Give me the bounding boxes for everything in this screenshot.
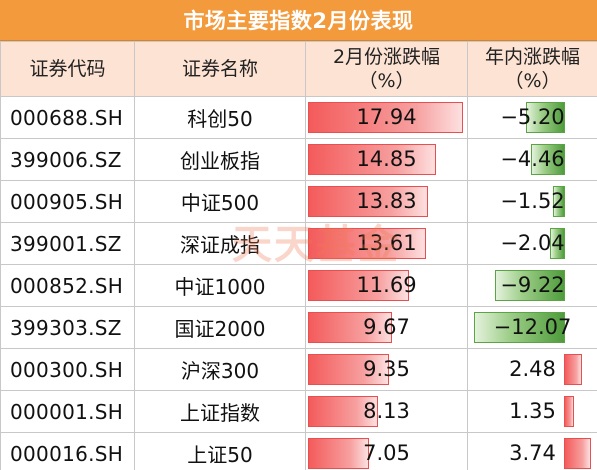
cell-ytd-change: −5.20 (467, 96, 597, 139)
feb-change-value: 8.13 (363, 399, 410, 423)
table-row: 000905.SH 中证500 13.83 −1.52 (0, 180, 597, 223)
cell-code: 000016.SH (0, 432, 135, 470)
feb-change-value: 13.83 (356, 189, 417, 213)
ytd-change-value: −1.52 (500, 189, 565, 213)
ytd-change-bar (564, 354, 582, 385)
table-title: 市场主要指数2月份表现 (0, 0, 597, 41)
feb-change-value: 7.05 (363, 441, 410, 465)
cell-feb-change: 17.94 (305, 96, 468, 139)
feb-change-bar (308, 396, 378, 427)
feb-change-value: 17.94 (356, 105, 417, 129)
index-table: 证券代码 证券名称 2月份涨跌幅 （%） 年内涨跌幅 （%） 000688.SH… (0, 41, 597, 470)
cell-name: 创业板指 (134, 138, 306, 181)
cell-name: 深证成指 (134, 222, 306, 265)
feb-change-bar (308, 186, 428, 217)
cell-feb-change: 8.13 (305, 390, 468, 433)
cell-code: 000001.SH (0, 390, 135, 433)
cell-feb-change: 13.61 (305, 222, 468, 265)
cell-name: 中证500 (134, 180, 306, 223)
cell-feb-change: 9.67 (305, 306, 468, 349)
table-row: 000001.SH 上证指数 8.13 1.35 (0, 390, 597, 433)
feb-change-value: 13.61 (356, 231, 417, 255)
cell-code: 000905.SH (0, 180, 135, 223)
ytd-change-value: −9.22 (500, 273, 565, 297)
cell-ytd-change: 2.48 (467, 348, 597, 391)
table-row: 000300.SH 沪深300 9.35 2.48 (0, 348, 597, 391)
cell-feb-change: 13.83 (305, 180, 468, 223)
cell-code: 000300.SH (0, 348, 135, 391)
cell-ytd-change: −1.52 (467, 180, 597, 223)
table-row: 399006.SZ 创业板指 14.85 −4.46 (0, 138, 597, 181)
ytd-change-value: 3.74 (509, 441, 556, 465)
cell-feb-change: 7.05 (305, 432, 468, 470)
feb-change-value: 9.35 (363, 357, 410, 381)
cell-code: 399303.SZ (0, 306, 135, 349)
table-row: 000016.SH 上证50 7.05 3.74 (0, 432, 597, 470)
table-row: 399001.SZ 深证成指 13.61 −2.04 (0, 222, 597, 265)
ytd-change-bar (495, 270, 565, 301)
header-feb-line2: （%） (358, 70, 415, 92)
header-ytd-line1: 年内涨跌幅 (484, 46, 580, 68)
cell-ytd-change: 1.35 (467, 390, 597, 433)
table-row: 000852.SH 中证1000 11.69 −9.22 (0, 264, 597, 307)
feb-change-bar (308, 102, 463, 133)
header-ytd-change: 年内涨跌幅 （%） (467, 41, 597, 97)
cell-code: 000688.SH (0, 96, 135, 139)
ytd-change-bar (550, 228, 565, 259)
ytd-change-value: −2.04 (500, 231, 565, 255)
cell-name: 科创50 (134, 96, 306, 139)
header-feb-change: 2月份涨跌幅 （%） (305, 41, 468, 97)
cell-ytd-change: −4.46 (467, 138, 597, 181)
table-body: 000688.SH 科创50 17.94 −5.20 399006.SZ 创业板指 14.8… (0, 96, 597, 470)
cell-name: 中证1000 (134, 264, 306, 307)
table-row: 000688.SH 科创50 17.94 −5.20 (0, 96, 597, 139)
cell-ytd-change: −12.07 (467, 306, 597, 349)
cell-name: 沪深300 (134, 348, 306, 391)
feb-change-value: 9.67 (363, 315, 410, 339)
cell-code: 000852.SH (0, 264, 135, 307)
ytd-change-bar (553, 186, 565, 217)
cell-feb-change: 9.35 (305, 348, 468, 391)
ytd-change-value: −12.07 (493, 315, 572, 339)
feb-change-value: 14.85 (356, 147, 417, 171)
cell-code: 399001.SZ (0, 222, 135, 265)
cell-feb-change: 14.85 (305, 138, 468, 181)
ytd-change-bar (474, 312, 565, 343)
ytd-change-bar (526, 102, 565, 133)
ytd-change-value: −4.46 (500, 147, 565, 171)
feb-change-bar (308, 438, 369, 469)
cell-name: 国证2000 (134, 306, 306, 349)
header-ytd-line2: （%） (504, 70, 561, 92)
feb-change-bar (308, 312, 392, 343)
header-name: 证券名称 (134, 41, 306, 97)
cell-name: 上证50 (134, 432, 306, 470)
cell-ytd-change: 3.74 (467, 432, 597, 470)
cell-name: 上证指数 (134, 390, 306, 433)
cell-ytd-change: −9.22 (467, 264, 597, 307)
cell-ytd-change: −2.04 (467, 222, 597, 265)
feb-change-bar (308, 270, 409, 301)
header-feb-line1: 2月份涨跌幅 (332, 46, 441, 68)
header-row: 证券代码 证券名称 2月份涨跌幅 （%） 年内涨跌幅 （%） (0, 41, 597, 97)
ytd-change-value: 2.48 (509, 357, 556, 381)
ytd-change-bar (564, 396, 574, 427)
feb-change-value: 11.69 (356, 273, 417, 297)
feb-change-bar (308, 144, 436, 175)
ytd-change-value: 1.35 (509, 399, 556, 423)
feb-change-bar (308, 354, 389, 385)
ytd-change-value: −5.20 (500, 105, 565, 129)
table-row: 399303.SZ 国证2000 9.67 −12.07 (0, 306, 597, 349)
feb-change-bar (308, 228, 426, 259)
cell-code: 399006.SZ (0, 138, 135, 181)
header-code: 证券代码 (0, 41, 135, 97)
cell-feb-change: 11.69 (305, 264, 468, 307)
ytd-change-bar (564, 438, 591, 469)
ytd-change-bar (531, 144, 565, 175)
